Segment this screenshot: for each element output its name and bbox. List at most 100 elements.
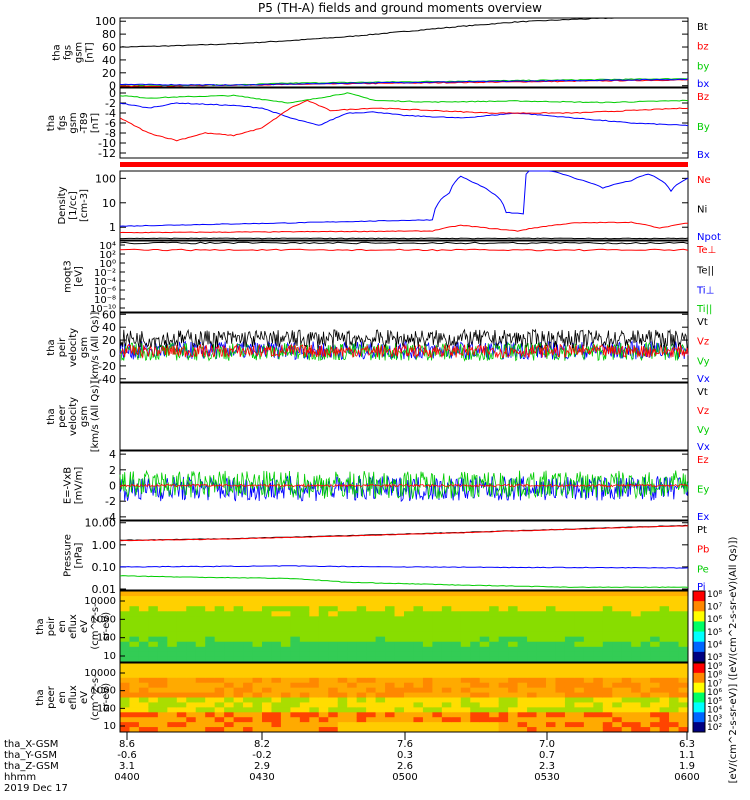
heatmap-cell <box>309 606 320 612</box>
heatmap-cell <box>536 616 547 622</box>
heatmap-cell <box>356 601 367 607</box>
heatmap-cell <box>157 672 168 679</box>
heatmap-cell <box>432 606 443 612</box>
heatmap-cell <box>120 712 130 718</box>
heatmap-cell <box>422 631 433 638</box>
heatmap-cell <box>659 656 670 663</box>
heatmap-cell <box>167 636 178 643</box>
heatmap-cell <box>318 601 329 607</box>
heatmap-cell <box>659 616 670 622</box>
heatmap-cell <box>157 722 168 728</box>
heatmap-cell <box>574 712 585 718</box>
series-line <box>120 237 689 240</box>
heatmap-cell <box>413 682 424 689</box>
heatmap-cell <box>593 631 604 638</box>
heatmap-cell <box>233 651 244 658</box>
heatmap-cell <box>309 687 320 694</box>
heatmap-cell <box>508 606 519 612</box>
heatmap-cell <box>574 631 585 638</box>
heatmap-cell <box>138 646 149 653</box>
heatmap-cell <box>375 651 386 658</box>
heatmap-cell <box>498 697 509 703</box>
heatmap-cell <box>650 682 661 689</box>
heatmap-cell <box>309 702 320 708</box>
heatmap-cell <box>479 712 490 718</box>
heatmap-cell <box>290 707 301 713</box>
panel-frame <box>119 170 689 241</box>
heatmap-cell <box>262 682 272 689</box>
heatmap-cell <box>375 601 386 607</box>
heatmap-cell <box>347 636 358 643</box>
heatmap-cell <box>394 641 405 648</box>
heatmap-cell <box>669 707 680 713</box>
heatmap-cell <box>441 596 452 602</box>
heatmap-cell <box>337 722 348 728</box>
x-tick-label: 0530 <box>534 772 559 783</box>
heatmap-cell <box>451 697 462 703</box>
heatmap-cell <box>517 722 528 728</box>
colorbar-segment <box>693 712 705 723</box>
heatmap-cell <box>290 663 301 669</box>
legend-entry: bx <box>697 79 709 90</box>
heatmap-cell <box>564 596 575 602</box>
y-axis-label: (cm^2-s- <box>90 674 101 721</box>
heatmap-cell <box>233 626 244 633</box>
heatmap-cell <box>176 616 187 622</box>
heatmap-cell <box>243 611 254 617</box>
legend-entry: Vx <box>697 442 710 453</box>
heatmap-cell <box>602 646 613 653</box>
heatmap-cell <box>413 717 424 723</box>
heatmap-cell <box>650 601 661 607</box>
heatmap-cell <box>176 651 187 658</box>
y-axis-label: en <box>57 620 68 633</box>
heatmap-cell <box>205 646 216 653</box>
heatmap-cell <box>356 682 367 689</box>
heatmap-cell <box>413 722 424 728</box>
heatmap-cell <box>422 651 433 658</box>
heatmap-cell <box>337 651 348 658</box>
heatmap-cell <box>366 636 377 643</box>
heatmap-cell <box>233 667 244 674</box>
heatmap-cell <box>441 651 452 658</box>
heatmap-cell <box>621 611 632 617</box>
heatmap-cell <box>337 667 348 674</box>
heatmap-cell <box>498 712 509 718</box>
heatmap-cell <box>432 727 443 733</box>
heatmap-cell <box>120 722 130 728</box>
heatmap-cell <box>527 722 538 728</box>
heatmap-cell <box>546 692 556 698</box>
heatmap-cell <box>271 631 282 638</box>
heatmap-cell <box>375 616 386 622</box>
heatmap-cell <box>678 702 689 708</box>
heatmap-cell <box>167 621 178 627</box>
heatmap-cell <box>612 677 623 684</box>
heatmap-cell <box>479 697 490 703</box>
heatmap-cell <box>224 616 235 622</box>
heatmap-cell <box>498 663 509 669</box>
heatmap-cell <box>546 606 556 612</box>
colorbar-tick-label: 10⁸ <box>707 671 722 681</box>
heatmap-cell <box>498 631 509 638</box>
heatmap-cell <box>186 702 197 708</box>
heatmap-cell <box>186 606 197 612</box>
heatmap-cell <box>479 596 490 602</box>
heatmap-cell <box>508 677 519 684</box>
heatmap-cell <box>356 707 367 713</box>
heatmap-cell <box>489 651 500 658</box>
heatmap-cell <box>602 606 613 612</box>
heatmap-cell <box>299 702 310 708</box>
heatmap-cell <box>659 646 670 653</box>
heatmap-cell <box>650 641 661 648</box>
heatmap-cell <box>309 616 320 622</box>
heatmap-cell <box>574 677 585 684</box>
heatmap-cell <box>404 621 414 627</box>
heatmap-cell <box>650 712 661 718</box>
heatmap-cell <box>385 697 396 703</box>
heatmap-cell <box>243 687 254 694</box>
heatmap-cell <box>120 717 130 723</box>
heatmap-cell <box>631 606 642 612</box>
heatmap-cell <box>564 663 575 669</box>
heatmap-cell <box>328 621 339 627</box>
heatmap-cell <box>650 722 661 728</box>
panel-frame <box>119 240 689 313</box>
